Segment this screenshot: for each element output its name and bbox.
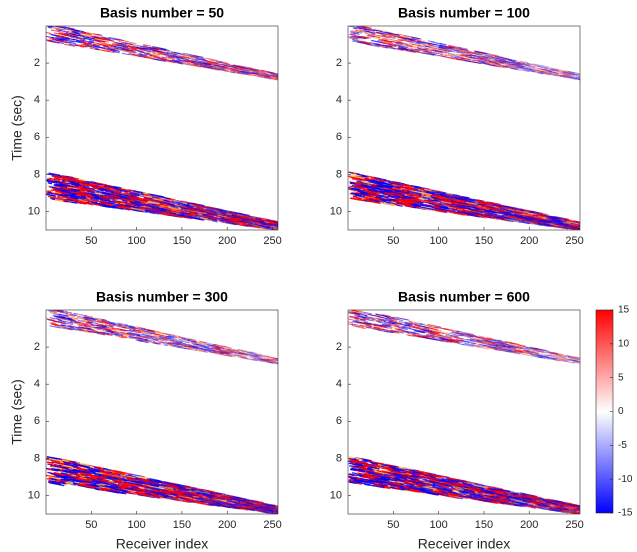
y-tick-label: 6: [336, 131, 342, 143]
x-tick-label: 200: [218, 235, 236, 247]
x-tick-label: 50: [85, 235, 97, 247]
wavefront: [198, 214, 203, 215]
wavefront: [209, 217, 213, 218]
x-tick-label: 100: [127, 235, 145, 247]
x-tick-label: 250: [263, 235, 281, 247]
y-tick-label: 2: [34, 57, 40, 69]
x-tick-label: 250: [565, 235, 583, 247]
wavefront: [65, 182, 69, 183]
wavefront: [570, 224, 574, 225]
x-tick-label: 150: [475, 235, 493, 247]
wavefront: [473, 207, 477, 208]
wavefront: [240, 217, 245, 218]
wavefront: [160, 205, 165, 206]
x-tick-label: 150: [173, 235, 191, 247]
wavefront: [387, 190, 391, 191]
wavefront: [500, 210, 504, 211]
y-tick-label: 8: [34, 168, 40, 180]
wavefront: [179, 214, 183, 215]
chart-title: Basis number = 50: [100, 5, 224, 21]
y-tick-label: 6: [34, 131, 40, 143]
x-tick-label: 50: [387, 235, 399, 247]
wavefront: [524, 211, 529, 212]
x-tick-label: 200: [520, 235, 538, 247]
wavefront: [456, 195, 460, 196]
y-tick-label: 10: [28, 205, 40, 217]
y-tick-label: 2: [336, 57, 342, 69]
wavefront: [261, 219, 266, 220]
y-tick-label: 8: [336, 168, 342, 180]
wavefront: [123, 199, 127, 200]
wavefront: [220, 217, 224, 218]
wavefront: [46, 193, 50, 194]
x-tick-label: 100: [429, 235, 447, 247]
wavefront: [544, 222, 548, 223]
wavefront: [350, 182, 355, 183]
y-tick-label: 10: [330, 205, 342, 217]
chart-title: Basis number = 100: [398, 5, 530, 21]
wavefront: [152, 204, 156, 205]
wavefront: [526, 221, 530, 222]
y-tick-label: 4: [34, 94, 40, 106]
wavefront: [425, 195, 430, 196]
wavefront: [72, 194, 76, 195]
wavefront: [48, 183, 52, 184]
wavefront: [105, 206, 109, 207]
wavefront: [436, 192, 441, 193]
y-axis-label: Time (sec): [9, 95, 25, 161]
wavefront: [202, 215, 207, 216]
y-tick-label: 4: [336, 94, 342, 106]
